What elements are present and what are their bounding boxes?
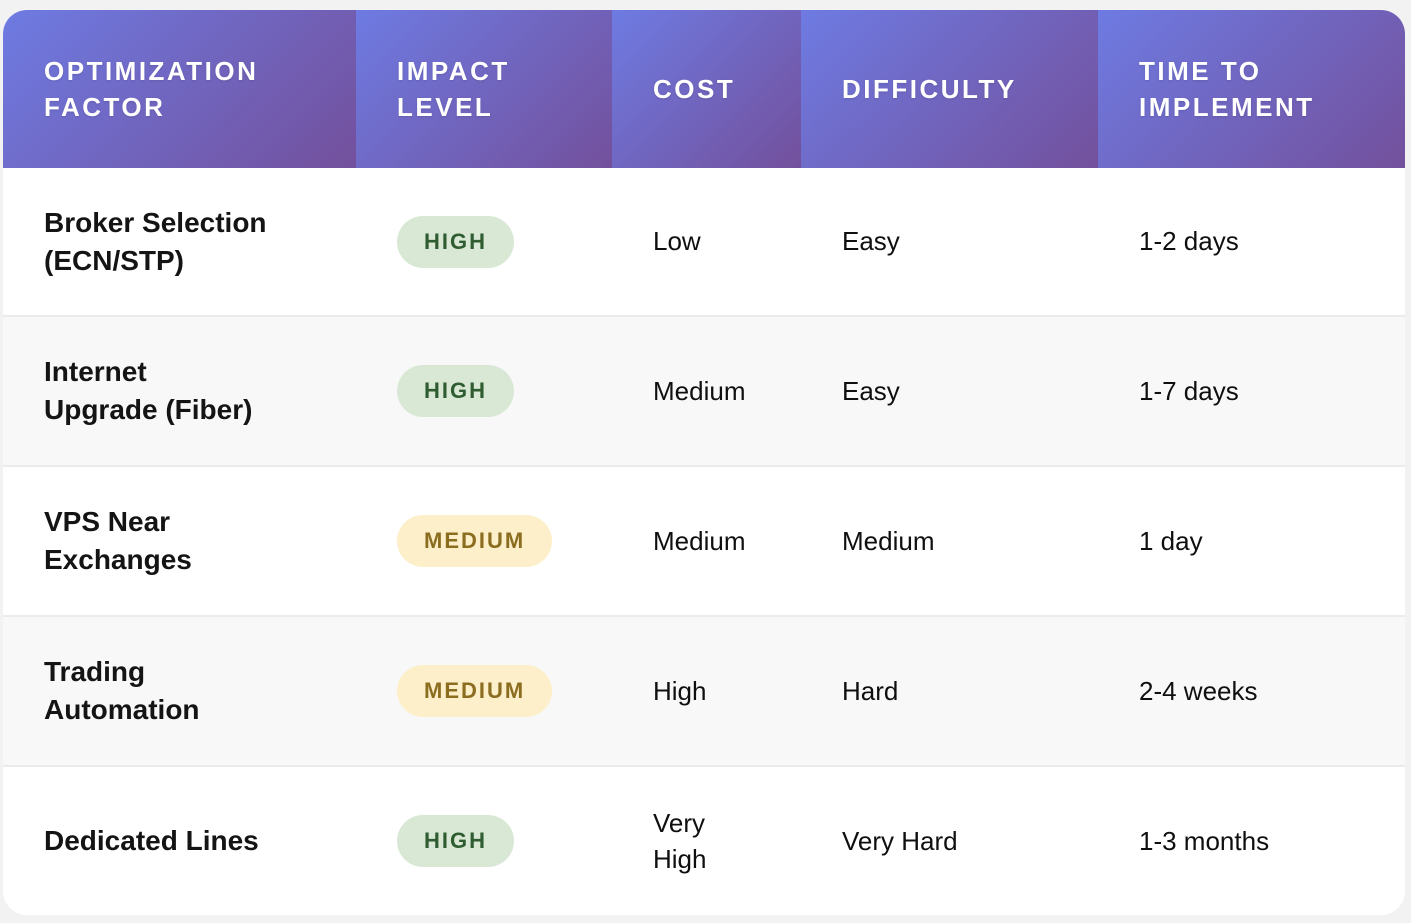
cost-cell-value: High <box>653 675 707 706</box>
time-to-implement-cell-value: 1 day <box>1139 525 1203 556</box>
factor-label: Broker Selection (ECN/STP) <box>44 206 267 276</box>
table-row: Broker Selection (ECN/STP) HIGH Low Easy 1-2… <box>3 168 1405 315</box>
impact-level-cell: HIGH <box>356 317 612 465</box>
time-to-implement-cell-value: 1-3 months <box>1139 825 1270 856</box>
difficulty-cell: Easy <box>801 317 1098 465</box>
table-header-row: OPTIMIZATION FACTOR IMPACT LEVEL COST DI… <box>3 10 1405 168</box>
table-row: Trading Automation MEDIUM High Hard 2-4 week… <box>3 615 1405 765</box>
factor-label: Internet Upgrade (Fiber) <box>44 356 253 425</box>
impact-badge-high: HIGH <box>397 815 514 867</box>
optimization-factors-table: OPTIMIZATION FACTOR IMPACT LEVEL COST DI… <box>3 10 1405 915</box>
column-header-label: TIME TO IMPLEMENT <box>1139 55 1315 122</box>
factor-label: Trading Automation <box>44 656 200 725</box>
factor-cell: Trading Automation <box>3 617 356 765</box>
difficulty-cell-value: Easy <box>842 375 900 406</box>
difficulty-cell-value: Very Hard <box>842 825 958 856</box>
table-row: Internet Upgrade (Fiber) HIGH Medium Easy 1-… <box>3 315 1405 465</box>
impact-level-cell: HIGH <box>356 168 612 315</box>
difficulty-cell: Easy <box>801 168 1098 315</box>
impact-badge-medium: MEDIUM <box>397 665 553 717</box>
column-header-optimization-factor: OPTIMIZATION FACTOR <box>3 10 356 168</box>
column-header-time-to-implement: TIME TO IMPLEMENT <box>1098 10 1405 168</box>
column-header-difficulty: DIFFICULTY <box>801 10 1098 168</box>
time-to-implement-cell-value: 1-2 days <box>1139 226 1239 257</box>
time-to-implement-cell: 1-2 days <box>1098 168 1405 315</box>
cost-cell: Low <box>612 168 801 315</box>
time-to-implement-cell: 1 day <box>1098 467 1405 615</box>
impact-badge-high: HIGH <box>397 215 514 268</box>
time-to-implement-cell: 1-3 months <box>1098 767 1405 915</box>
time-to-implement-cell-value: 1-7 days <box>1139 375 1239 406</box>
cost-cell-value: Medium <box>653 375 746 406</box>
difficulty-cell-value: Hard <box>842 675 899 706</box>
difficulty-cell: Medium <box>801 467 1098 615</box>
cost-cell-value: Very High <box>653 807 707 874</box>
cost-cell: Very High <box>612 767 801 915</box>
column-header-label: COST <box>653 73 736 104</box>
difficulty-cell-value: Easy <box>842 226 900 257</box>
cost-cell-value: Medium <box>653 525 746 556</box>
cost-cell: High <box>612 617 801 765</box>
factor-cell: Internet Upgrade (Fiber) <box>3 317 356 465</box>
difficulty-cell-value: Medium <box>842 525 935 556</box>
difficulty-cell: Hard <box>801 617 1098 765</box>
table-row: Dedicated Lines HIGH Very High Very Hard 1-3… <box>3 765 1405 915</box>
time-to-implement-cell: 2-4 weeks <box>1098 617 1405 765</box>
column-header-impact-level: IMPACT LEVEL <box>356 10 612 168</box>
factor-label: VPS Near Exchanges <box>44 506 192 575</box>
impact-level-cell: MEDIUM <box>356 467 612 615</box>
factor-cell: Broker Selection (ECN/STP) <box>3 168 356 315</box>
column-header-label: OPTIMIZATION FACTOR <box>44 55 259 122</box>
table-row: VPS Near Exchanges MEDIUM Medium Medium 1 da… <box>3 465 1405 615</box>
difficulty-cell: Very Hard <box>801 767 1098 915</box>
factor-label: Dedicated Lines <box>44 825 259 857</box>
table-body: Broker Selection (ECN/STP) HIGH Low Easy 1-2… <box>3 168 1405 915</box>
column-header-cost: COST <box>612 10 801 168</box>
impact-level-cell: HIGH <box>356 767 612 915</box>
column-header-label: IMPACT LEVEL <box>397 55 510 122</box>
column-header-label: DIFFICULTY <box>842 73 1017 104</box>
impact-badge-high: HIGH <box>397 365 514 417</box>
factor-cell: Dedicated Lines <box>3 767 356 915</box>
impact-badge-medium: MEDIUM <box>397 515 553 567</box>
factor-cell: VPS Near Exchanges <box>3 467 356 615</box>
cost-cell: Medium <box>612 467 801 615</box>
time-to-implement-cell: 1-7 days <box>1098 317 1405 465</box>
cost-cell-value: Low <box>653 226 701 257</box>
cost-cell: Medium <box>612 317 801 465</box>
impact-level-cell: MEDIUM <box>356 617 612 765</box>
time-to-implement-cell-value: 2-4 weeks <box>1139 675 1258 706</box>
